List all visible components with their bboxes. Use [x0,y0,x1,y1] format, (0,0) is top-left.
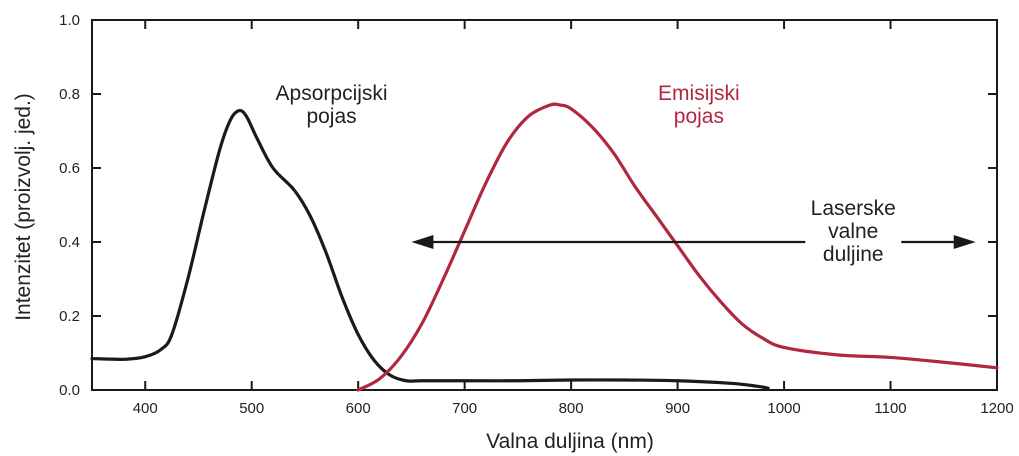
plot-annotations: ApsorpcijskipojasEmisijskipojasLaserskev… [276,82,976,268]
absorption-band-label: pojas [306,105,356,128]
x-tick-label: 500 [239,400,264,417]
x-tick-label: 1200 [980,400,1013,417]
x-tick-label: 400 [133,400,158,417]
x-tick-label: 800 [559,400,584,417]
laser-label-background [805,192,902,268]
emission-band-line [356,102,999,392]
y-axis-label: Intenzitet (proizvolj. jed.) [12,93,35,321]
x-axis-label: Valna duljina (nm) [486,430,654,453]
plot-axes: 400 500 600 700 800 900 1000 1100 1200 0.0 0.2 0.4 0… [59,12,1014,417]
y-tick-label: 1.0 [59,12,80,29]
y-tick-label: 0.0 [59,382,80,399]
y-tick-label: 0.8 [59,86,80,103]
plot-series [90,102,999,392]
x-tick-label: 1100 [874,400,906,417]
x-tick-label: 600 [346,400,371,417]
arrow-head-left-icon [411,235,434,249]
plot-frame [91,19,998,391]
absorption-band-label: Apsorpcijski [276,82,388,105]
x-tick-label: 1000 [767,400,800,417]
y-tick-label: 0.6 [59,160,80,177]
x-tick-label: 900 [665,400,690,417]
y-tick-label: 0.4 [59,234,80,251]
y-tick-label: 0.2 [59,308,80,325]
emission-band-label: Emisijski [658,82,740,105]
laser-wavelengths-label: valne [828,220,878,243]
arrow-head-right-icon [953,235,976,249]
x-tick-label: 700 [452,400,477,417]
absorption-band-line [90,108,770,390]
laser-wavelengths-label: Laserske [811,197,896,220]
laser-wavelengths-label: duljine [823,243,884,266]
emission-band-label: pojas [674,105,724,128]
